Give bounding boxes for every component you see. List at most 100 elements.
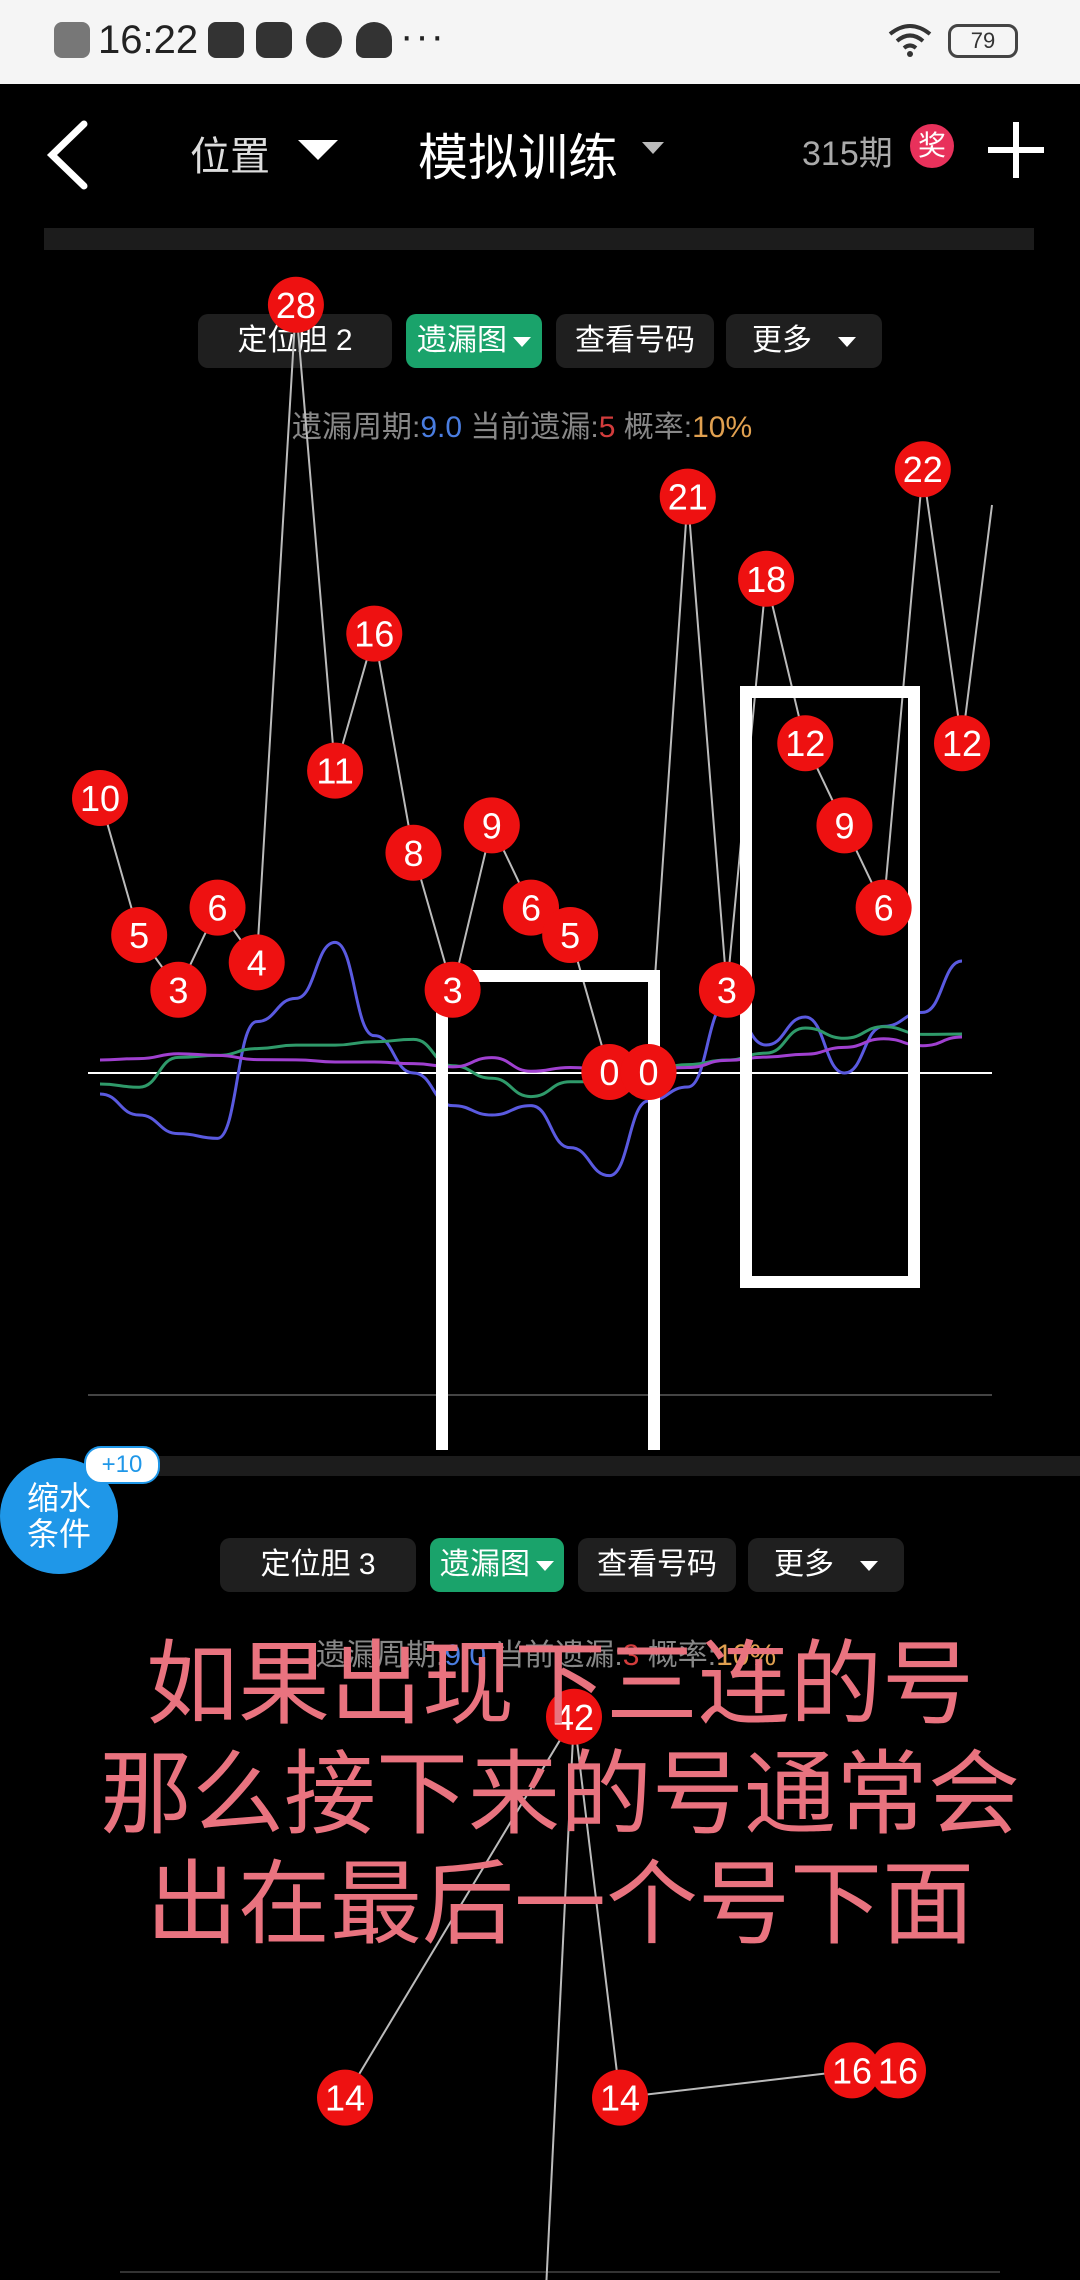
caret-down-icon: [838, 337, 856, 348]
data-label: 6: [521, 888, 541, 929]
data-label: 11: [316, 751, 353, 792]
data-label: 9: [834, 805, 854, 846]
data-label: 10: [80, 778, 120, 819]
tab-position-3[interactable]: 定位胆 3: [220, 1538, 416, 1592]
data-label: 8: [403, 833, 423, 874]
status-time: 16:22: [98, 18, 199, 62]
wifi-icon: [888, 24, 932, 57]
data-label: 4: [247, 942, 267, 983]
prob-value-2: 10%: [716, 1639, 777, 1672]
data-point: [463, 797, 520, 854]
shrink-conditions-button[interactable]: 缩水 条件: [0, 1458, 118, 1574]
tab-omission-chart-2[interactable]: 遗漏图: [430, 1538, 564, 1592]
data-point: [72, 770, 128, 826]
cycle-value: 9.0: [420, 411, 463, 444]
data-point: [738, 550, 795, 607]
wallet-icon: [208, 22, 244, 58]
divider: [90, 1456, 1080, 1476]
cycle-label-2: 遗漏周期:: [316, 1639, 445, 1672]
close-app-icon: [54, 22, 90, 58]
series-line-2b: [545, 1716, 575, 2280]
data-label: 21: [668, 477, 708, 518]
data-label: 3: [443, 970, 463, 1011]
divider: [44, 228, 1034, 250]
data-point: [581, 1044, 638, 1100]
data-label-2: 14: [600, 2078, 640, 2119]
ma-line-green: [99, 1025, 963, 1099]
more-dropdown-2[interactable]: 更多: [748, 1538, 904, 1592]
caption-line-1: 如果出现下三连的号: [145, 1634, 974, 1736]
current-value: 5: [598, 411, 616, 444]
shrink-line2: 条件: [26, 1516, 91, 1552]
data-label: 9: [482, 805, 502, 846]
data-point: [189, 879, 246, 936]
more-label-2: 更多: [774, 1548, 834, 1581]
data-point: [111, 907, 168, 963]
data-label-2: 16: [878, 2050, 918, 2091]
more-label: 更多: [752, 324, 812, 357]
qq-icon: [356, 22, 392, 58]
data-point: [385, 824, 442, 881]
data-point: [307, 742, 364, 799]
data-point-2: [592, 2069, 648, 2126]
data-label: 3: [717, 970, 737, 1011]
caption-line-2: 那么接下来的号通常会: [99, 1744, 1020, 1846]
data-point: [659, 468, 716, 525]
omission-chart-2: 14 42 14 16 16: [120, 1688, 1000, 2280]
caret-down-icon[interactable]: [298, 140, 338, 160]
data-label: 18: [746, 559, 786, 600]
position-dropdown[interactable]: 位置: [190, 135, 270, 179]
more-dropdown[interactable]: 更多: [726, 314, 882, 368]
caret-down-icon[interactable]: [642, 142, 664, 154]
view-numbers-button[interactable]: 查看号码: [556, 314, 714, 368]
status-bar: 16:22 ··· 79: [0, 0, 1080, 84]
add-button[interactable]: [988, 122, 1044, 178]
cycle-label: 遗漏周期:: [292, 411, 421, 444]
data-point: [620, 1044, 677, 1100]
caret-down-icon: [536, 1561, 554, 1572]
data-point: [228, 934, 285, 991]
data-label-2: 16: [832, 2050, 872, 2091]
omission-stats-2: 遗漏周期:9.0 当前遗漏:3 概率:10%: [316, 1630, 776, 1674]
tab-omission-chart[interactable]: 遗漏图: [406, 314, 542, 368]
data-label: 0: [639, 1052, 659, 1093]
prob-label: 概率:: [615, 411, 693, 444]
current-label: 当前遗漏:: [462, 411, 599, 444]
current-value-2: 3: [622, 1639, 640, 1672]
cycle-value-2: 9.0: [444, 1639, 487, 1672]
data-label: 28: [276, 285, 316, 326]
data-point: [816, 797, 873, 854]
data-point: [503, 879, 559, 936]
series-tail: [961, 504, 993, 744]
annotation-caption: 如果出现下三连的号 那么接下来的号通常会 出在最后一个号下面: [60, 1630, 1060, 1960]
caption-line-3: 出在最后一个号下面: [145, 1854, 974, 1956]
omission-stats: 遗漏周期:9.0 当前遗漏:5 概率:10%: [292, 402, 752, 446]
data-label: 5: [129, 915, 149, 956]
caret-down-icon: [860, 1561, 878, 1572]
prob-label-2: 概率:: [639, 1639, 717, 1672]
data-label: 12: [942, 723, 982, 764]
data-point: [267, 276, 324, 333]
top-nav: 位置 模拟训练 315期 奖: [0, 84, 1080, 224]
data-label-2: 42: [554, 1697, 594, 1738]
data-label: 16: [354, 614, 394, 655]
period-label: 315期: [802, 135, 893, 173]
data-point: [542, 907, 599, 963]
data-point: [855, 879, 912, 936]
data-point: [698, 961, 755, 1018]
data-point: [424, 961, 481, 1018]
prize-badge[interactable]: 奖: [910, 124, 954, 168]
current-label-2: 当前遗漏:: [486, 1639, 623, 1672]
back-arrow-icon[interactable]: [44, 120, 90, 190]
data-label: 0: [599, 1052, 619, 1093]
music-icon: [256, 22, 292, 58]
data-point: [777, 715, 834, 772]
page-title[interactable]: 模拟训练: [418, 130, 618, 186]
data-point-2: [824, 2042, 880, 2099]
highlight-box-1: [436, 970, 660, 1450]
data-label-2: 14: [325, 2078, 365, 2119]
view-numbers-button-2[interactable]: 查看号码: [578, 1538, 736, 1592]
data-point-2: [317, 2069, 373, 2126]
tab-omission-label: 遗漏图: [417, 324, 507, 357]
